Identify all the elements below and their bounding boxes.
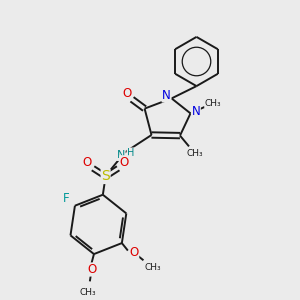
Text: F: F [63, 192, 69, 205]
Text: CH₃: CH₃ [80, 288, 97, 297]
Text: O: O [122, 87, 131, 100]
Text: N: N [162, 89, 171, 102]
Text: O: O [129, 246, 139, 259]
Text: CH₃: CH₃ [187, 148, 203, 158]
Text: O: O [82, 156, 91, 169]
Text: O: O [87, 263, 96, 276]
Text: N: N [191, 105, 200, 119]
Text: CH₃: CH₃ [144, 263, 161, 272]
Text: O: O [120, 156, 129, 169]
Text: CH₃: CH₃ [205, 99, 221, 108]
Text: H: H [127, 148, 134, 158]
Text: S: S [101, 169, 110, 183]
Text: N: N [117, 150, 125, 161]
